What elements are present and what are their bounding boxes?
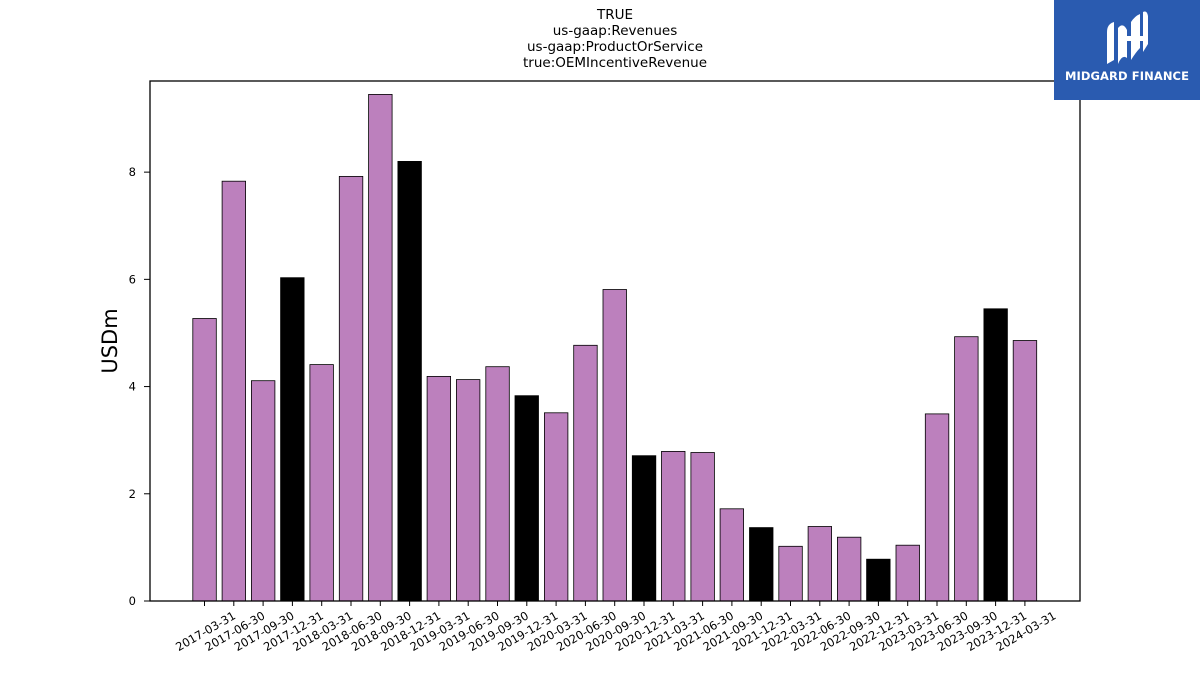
title-line-1: TRUE bbox=[596, 7, 634, 23]
bar-2019-12-31 bbox=[514, 395, 539, 602]
bar-2021-03-31 bbox=[661, 450, 686, 602]
plot-frame bbox=[149, 80, 1081, 602]
y-axis-ticks: 0 2 4 6 8 bbox=[129, 165, 150, 608]
bar-2019-09-30 bbox=[485, 366, 510, 602]
bar-2018-09-30 bbox=[368, 94, 393, 602]
bar-2017-03-31 bbox=[192, 318, 217, 602]
title-line-2: us-gaap:Revenues bbox=[552, 23, 678, 39]
bar-2018-06-30 bbox=[338, 175, 364, 602]
bar-2020-09-30 bbox=[602, 289, 627, 602]
bar-2019-03-31 bbox=[426, 375, 452, 602]
bar-2020-03-31 bbox=[544, 412, 569, 602]
bar-2018-12-31 bbox=[397, 160, 422, 602]
bar-2023-12-31 bbox=[983, 308, 1008, 602]
bar-2018-03-31 bbox=[309, 364, 334, 602]
y-tick-label: 2 bbox=[129, 487, 136, 501]
bar-2023-09-30 bbox=[954, 336, 979, 602]
bar-2023-06-30 bbox=[924, 413, 950, 602]
bar-2019-06-30 bbox=[455, 379, 481, 602]
y-axis-label: USDm bbox=[98, 308, 122, 373]
y-tick-label: 0 bbox=[129, 594, 136, 608]
bars-group bbox=[192, 94, 1038, 602]
title-line-3: us-gaap:ProductOrService bbox=[526, 39, 704, 55]
bar-2023-03-31 bbox=[895, 544, 920, 602]
bar-2022-12-31 bbox=[866, 558, 891, 602]
bar-2021-12-31 bbox=[749, 527, 774, 602]
y-tick-label: 6 bbox=[129, 272, 136, 286]
logo-text: MIDGARD FINANCE bbox=[1064, 69, 1190, 83]
x-axis-ticks: 2017-03-312017-06-302017-09-302017-12-31… bbox=[173, 601, 1058, 654]
bar-2020-12-31 bbox=[631, 455, 657, 602]
bar-2020-06-30 bbox=[573, 344, 598, 602]
bar-2022-09-30 bbox=[837, 536, 862, 602]
bar-2024-03-31 bbox=[1012, 340, 1038, 602]
bar-2022-06-30 bbox=[807, 526, 832, 602]
y-tick-label: 4 bbox=[129, 380, 136, 394]
bar-2017-09-30 bbox=[250, 380, 276, 602]
bar-2022-03-31 bbox=[778, 545, 803, 602]
title-line-4: true:OEMIncentiveRevenue bbox=[522, 55, 707, 71]
bar-2017-12-31 bbox=[280, 277, 305, 602]
midgard-finance-logo: MIDGARD FINANCE bbox=[1054, 0, 1200, 100]
chart-title: TRUE us-gaap:Revenues us-gaap:ProductOrS… bbox=[0, 7, 1200, 71]
bar-2021-06-30 bbox=[690, 452, 715, 602]
midgard-logo-icon bbox=[1107, 11, 1148, 64]
bar-2021-09-30 bbox=[719, 508, 744, 602]
y-tick-label: 8 bbox=[129, 165, 136, 179]
bar-2017-06-30 bbox=[221, 180, 247, 602]
